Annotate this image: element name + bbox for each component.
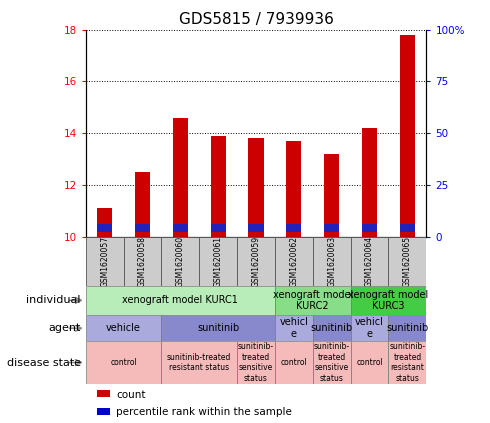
Bar xyxy=(400,225,415,232)
Bar xyxy=(400,35,415,237)
Bar xyxy=(211,225,226,232)
Bar xyxy=(248,138,264,237)
Bar xyxy=(313,315,351,341)
Text: control: control xyxy=(356,358,383,367)
Bar xyxy=(97,225,112,232)
Bar xyxy=(161,237,199,286)
Text: vehicle: vehicle xyxy=(106,323,141,333)
Text: xenograft model
KURC2: xenograft model KURC2 xyxy=(272,289,353,311)
Bar xyxy=(86,286,275,315)
Bar xyxy=(324,225,339,232)
Bar xyxy=(275,286,351,315)
Bar xyxy=(351,286,426,315)
Bar xyxy=(275,341,313,384)
Text: sunitinib-
treated
sensitive
status: sunitinib- treated sensitive status xyxy=(314,342,350,383)
Bar xyxy=(275,315,313,341)
Bar xyxy=(86,237,123,286)
Text: GSM1620059: GSM1620059 xyxy=(251,236,261,287)
Text: individual: individual xyxy=(26,295,81,305)
Text: xenograft model
KURC3: xenograft model KURC3 xyxy=(348,289,429,311)
Bar xyxy=(211,136,226,237)
Bar xyxy=(351,341,389,384)
Bar xyxy=(248,225,264,232)
Bar xyxy=(313,341,351,384)
Bar xyxy=(161,341,237,384)
Text: GSM1620061: GSM1620061 xyxy=(214,236,222,287)
Text: sunitinib: sunitinib xyxy=(311,323,353,333)
Text: count: count xyxy=(116,390,146,400)
Text: GSM1620065: GSM1620065 xyxy=(403,236,412,287)
Text: control: control xyxy=(280,358,307,367)
Bar xyxy=(389,341,426,384)
Bar xyxy=(135,225,150,232)
Bar xyxy=(389,237,426,286)
Text: sunitinib-
treated
resistant
status: sunitinib- treated resistant status xyxy=(390,342,425,383)
Title: GDS5815 / 7939936: GDS5815 / 7939936 xyxy=(178,12,334,27)
Text: GSM1620057: GSM1620057 xyxy=(100,236,109,287)
Bar xyxy=(97,390,110,398)
Text: GSM1620062: GSM1620062 xyxy=(290,236,298,287)
Text: sunitinib-treated
resistant status: sunitinib-treated resistant status xyxy=(167,353,231,372)
Bar xyxy=(275,237,313,286)
Text: agent: agent xyxy=(49,323,81,333)
Text: sunitinib-
treated
sensitive
status: sunitinib- treated sensitive status xyxy=(238,342,274,383)
Bar xyxy=(362,128,377,237)
Text: xenograft model KURC1: xenograft model KURC1 xyxy=(122,295,238,305)
Text: vehicl
e: vehicl e xyxy=(279,317,308,339)
Text: GSM1620058: GSM1620058 xyxy=(138,236,147,287)
Bar xyxy=(86,341,161,384)
Bar xyxy=(86,315,161,341)
Bar xyxy=(351,315,389,341)
Bar xyxy=(123,237,161,286)
Text: disease state: disease state xyxy=(7,357,81,368)
Bar xyxy=(161,315,275,341)
Bar xyxy=(173,225,188,232)
Bar xyxy=(97,408,110,415)
Text: sunitinib: sunitinib xyxy=(197,323,239,333)
Bar xyxy=(97,209,112,237)
Bar xyxy=(389,315,426,341)
Text: GSM1620060: GSM1620060 xyxy=(176,236,185,287)
Text: percentile rank within the sample: percentile rank within the sample xyxy=(116,407,292,417)
Text: control: control xyxy=(110,358,137,367)
Bar xyxy=(362,225,377,232)
Text: vehicl
e: vehicl e xyxy=(355,317,384,339)
Text: GSM1620064: GSM1620064 xyxy=(365,236,374,287)
Bar xyxy=(173,118,188,237)
Text: GSM1620063: GSM1620063 xyxy=(327,236,336,287)
Text: sunitinib: sunitinib xyxy=(386,323,429,333)
Bar xyxy=(324,154,339,237)
Bar xyxy=(237,237,275,286)
Bar xyxy=(351,237,389,286)
Bar xyxy=(135,172,150,237)
Bar xyxy=(313,237,351,286)
Bar xyxy=(199,237,237,286)
Bar xyxy=(237,341,275,384)
Bar xyxy=(286,225,301,232)
Bar xyxy=(286,141,301,237)
